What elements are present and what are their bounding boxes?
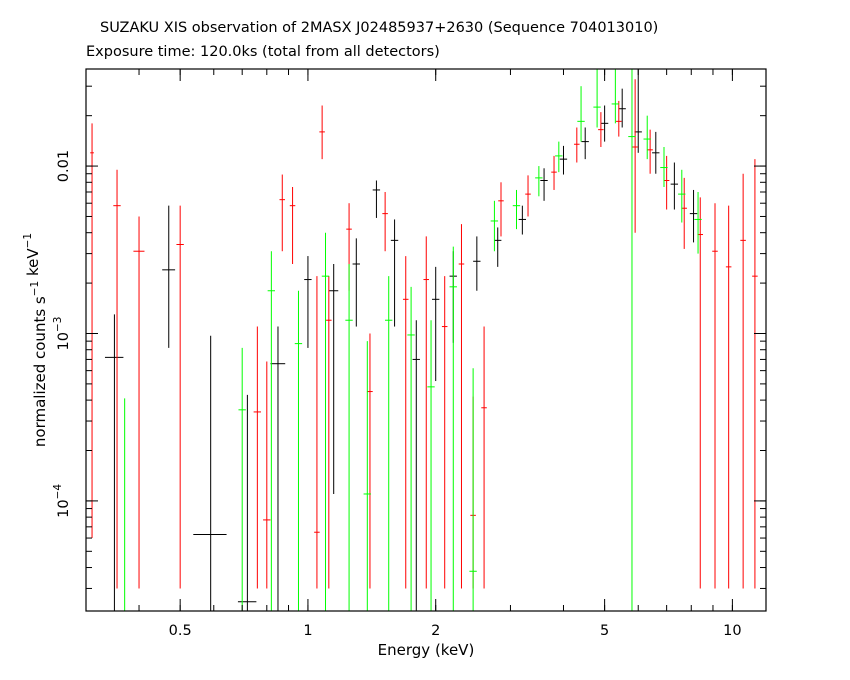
plot-frame [85, 68, 767, 612]
data-series-0 [104, 69, 698, 611]
y-tick-label: 10−4 [52, 484, 72, 518]
y-axis-label: normalized counts s−1 keV−1 [22, 233, 49, 447]
x-tick-label: 5 [600, 623, 609, 639]
x-tick-label: 2 [431, 623, 440, 639]
x-axis-label: Energy (keV) [378, 641, 475, 659]
x-tick-label: 10 [723, 623, 741, 639]
x-tick-label: 0.5 [169, 623, 192, 639]
chart-title: SUZAKU XIS observation of 2MASX J0248593… [100, 20, 659, 36]
y-tick-label: 10−3 [52, 317, 72, 351]
axes-layer: 0.5 1 2 5 10 10−4 10−3 0.01 [52, 69, 766, 639]
data-series-2 [120, 69, 702, 612]
x-tick-label: 1 [303, 623, 312, 639]
chart-subtitle: Exposure time: 120.0ks (total from all d… [86, 44, 440, 60]
data-series-layer [90, 69, 758, 612]
y-tick-label: 0.01 [56, 150, 72, 182]
data-series-1 [90, 79, 758, 589]
tick-marks [85, 69, 766, 611]
